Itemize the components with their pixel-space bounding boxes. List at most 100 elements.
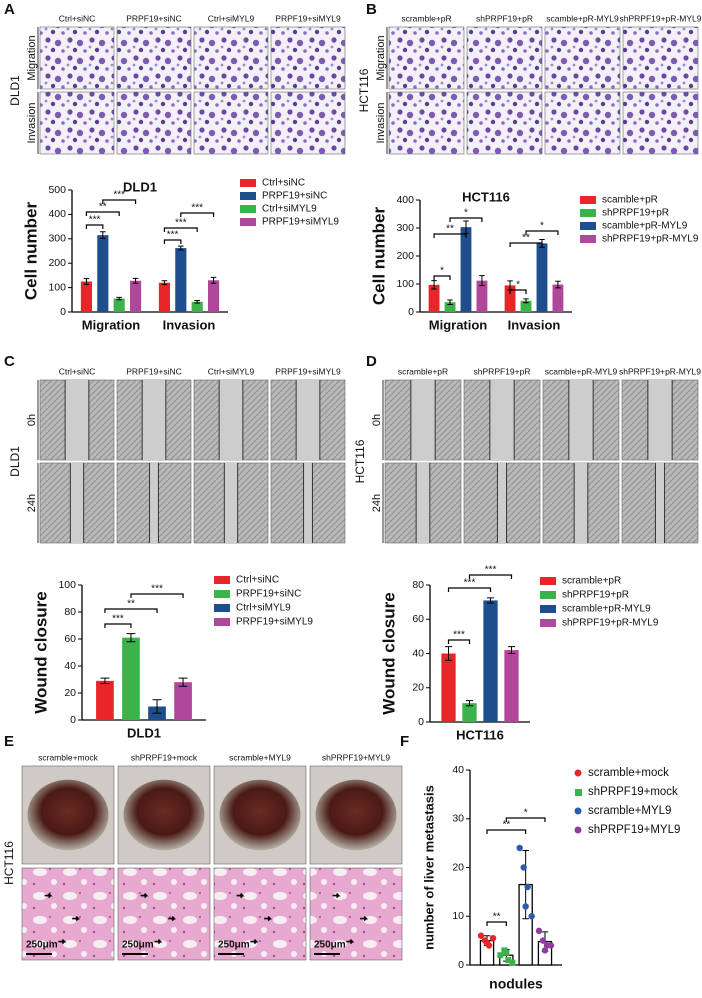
image-tile <box>39 26 115 90</box>
y-tick-label: 80 <box>64 606 76 618</box>
y-tick-label: 400 <box>396 194 414 206</box>
liver-tissue <box>27 779 109 851</box>
significance-bracket <box>433 233 467 238</box>
legend-swatch <box>214 576 230 584</box>
legend-label: PRPF19+siNC <box>236 589 301 600</box>
bar <box>520 300 532 312</box>
data-point <box>477 932 485 939</box>
micrograph <box>544 26 621 90</box>
error-bar <box>463 220 469 234</box>
micrograph <box>117 765 211 865</box>
column-label: scamble+pR-MYL9 <box>546 13 619 23</box>
y-tick-label: 0 <box>70 714 76 726</box>
legend-swatch <box>214 590 230 598</box>
legend-swatch <box>580 209 596 217</box>
liver-tissue <box>219 779 301 851</box>
cell-line-label: HCT116 <box>2 841 16 885</box>
significance-bracket <box>85 224 104 229</box>
wound-gap <box>65 380 89 460</box>
error-bar <box>178 245 184 251</box>
bar <box>122 637 140 720</box>
significance-bracket <box>509 289 527 294</box>
wound-gap <box>142 380 166 460</box>
legend-label: scramble+pR <box>562 576 621 587</box>
panel-letter: B <box>366 1 377 18</box>
scale-bar-label: 250μm <box>314 940 346 951</box>
significance-label: *** <box>113 190 125 201</box>
column-label: shPRPF19+pR <box>474 366 531 376</box>
legend-label: PRPF19+siMYL9 <box>236 617 313 628</box>
image-tile <box>270 26 346 90</box>
y-tick-label: 100 <box>48 281 66 293</box>
error-bar <box>126 633 136 643</box>
micrograph <box>466 91 543 155</box>
data-point <box>516 844 523 852</box>
significance-label: *** <box>175 218 187 229</box>
y-tick-label: 60 <box>64 633 76 645</box>
data-point <box>503 949 510 956</box>
legend-swatch <box>240 192 256 200</box>
micrograph <box>213 867 307 961</box>
legend-swatch <box>214 604 230 612</box>
error-bar <box>555 280 561 289</box>
legend-swatch <box>240 205 256 213</box>
x-tick-label: Migration <box>82 317 141 332</box>
significance-bracket <box>509 242 543 247</box>
micrograph <box>544 91 621 155</box>
y-tick-label: 0 <box>458 959 464 971</box>
y-axis-label: number of liver metastasis <box>421 785 436 950</box>
cell-line-label: DLD1 <box>8 446 22 477</box>
scale-bar-label: 250μm <box>218 940 250 951</box>
image-tile <box>544 26 621 90</box>
micrograph <box>193 462 269 544</box>
wound-gap <box>497 463 507 543</box>
image-tile <box>116 91 192 155</box>
legend-swatch <box>240 179 256 187</box>
column-label: shPRPF19+pR <box>476 13 533 23</box>
significance-label: *** <box>167 230 179 241</box>
y-axis-label: Wound closure <box>379 592 398 714</box>
significance-label: *** <box>485 565 497 576</box>
y-tick-label: 100 <box>396 278 414 290</box>
legend-swatch <box>240 218 256 226</box>
micrograph <box>193 91 269 155</box>
image-tile <box>388 91 465 155</box>
micrograph <box>39 26 115 90</box>
significance-label: *** <box>112 614 124 625</box>
data-point <box>522 903 529 910</box>
legend-label: shPRPF19+pR-MYL9 <box>602 234 699 245</box>
column-label: PRPF19+siNC <box>126 366 182 376</box>
significance-label: ** <box>127 599 135 610</box>
column-label: scamble+pR-MYL9 <box>545 366 618 376</box>
arrow <box>250 939 259 945</box>
bar <box>80 281 92 312</box>
significance-bracket <box>102 199 137 204</box>
legend-label: shPRPF19+MYL9 <box>588 824 680 836</box>
micrograph <box>39 462 115 544</box>
arrow <box>236 893 245 899</box>
wound-gap <box>70 463 84 543</box>
micrograph <box>466 26 543 90</box>
wound-gap <box>224 463 238 543</box>
panel-letter: D <box>366 353 377 370</box>
image-tile <box>213 867 307 961</box>
arrow <box>168 916 177 922</box>
panel-letter: E <box>4 733 14 750</box>
legend-label: scramble+mock <box>588 767 669 779</box>
x-tick-label: Migration <box>429 317 488 332</box>
micrograph <box>213 765 307 865</box>
y-tick-label: 40 <box>412 647 424 659</box>
micrograph <box>388 91 465 155</box>
wound-gap <box>655 463 665 543</box>
arrow <box>360 916 369 922</box>
micrograph <box>621 462 699 544</box>
legend-label: scamble+pR <box>602 195 658 206</box>
error-bar <box>100 231 106 240</box>
row-label: 0h <box>26 414 38 426</box>
significance-label: * <box>516 280 520 291</box>
bar <box>460 227 472 312</box>
bar <box>476 280 488 312</box>
chart-title: DLD1 <box>123 179 157 194</box>
arrow <box>44 893 53 899</box>
